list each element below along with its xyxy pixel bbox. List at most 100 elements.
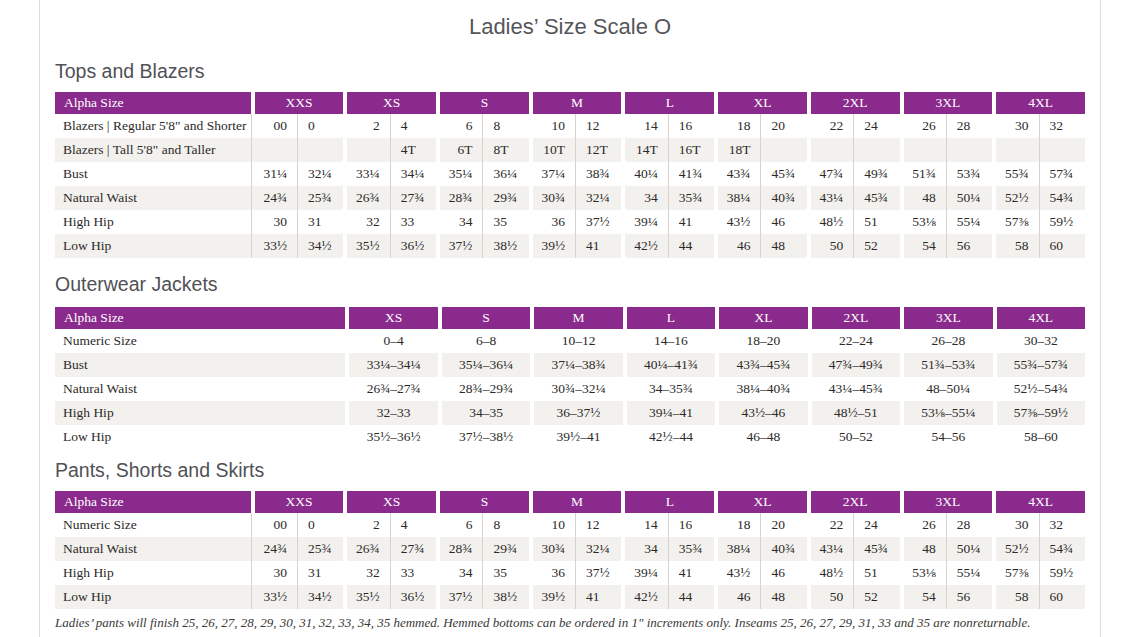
size-value-cell: 10	[529, 513, 575, 537]
size-value-cell: 26¾	[343, 186, 389, 210]
footnote: Ladies’ pants will finish 25, 26, 27, 28…	[55, 615, 1085, 631]
alpha-size-header: Alpha Size	[55, 491, 251, 513]
size-value-cell: 31¼	[251, 162, 297, 186]
size-value-cell: 58–60	[993, 425, 1085, 449]
size-value-cell: 41	[575, 234, 621, 258]
size-value-cell: 18	[714, 513, 760, 537]
table-row: Low Hip35½–36½37½–38½39½–4142½–4446–4850…	[55, 425, 1085, 449]
size-value-cell: 48–50¼	[900, 377, 992, 401]
size-value-cell: 39½	[529, 585, 575, 609]
column-header-size: S	[438, 307, 530, 329]
size-value-cell: 28¾–29¾	[438, 377, 530, 401]
row-label: Bust	[55, 353, 345, 377]
size-value-cell: 12T	[575, 138, 621, 162]
size-value-cell: 59½	[1039, 561, 1085, 585]
size-value-cell: 6T	[436, 138, 482, 162]
size-value-cell: 8T	[482, 138, 528, 162]
size-value-cell: 10	[529, 114, 575, 138]
page-title: Ladies’ Size Scale O	[55, 13, 1085, 41]
table-row: Numeric Size0002468101214161820222426283…	[55, 513, 1085, 537]
size-value-cell: 34–35¾	[623, 377, 715, 401]
size-value-cell: 40¼	[621, 162, 667, 186]
alpha-size-header: Alpha Size	[55, 307, 345, 329]
size-value-cell: 36	[529, 210, 575, 234]
size-value-cell: 38¼	[714, 537, 760, 561]
section-title: Outerwear Jackets	[55, 272, 1085, 296]
size-value-cell: 43¼–45¾	[808, 377, 900, 401]
size-value-cell: 29¾	[482, 537, 528, 561]
table-row: Bust31¼32¼33¼34¼35¼36¼37¼38¾40¼41¾43¾45¾…	[55, 162, 1085, 186]
size-value-cell: 37½	[436, 585, 482, 609]
size-value-cell	[807, 138, 853, 162]
size-value-cell: 24¾	[251, 186, 297, 210]
size-value-cell: 26	[900, 114, 946, 138]
size-value-cell: 39¼	[621, 561, 667, 585]
size-value-cell	[1039, 138, 1085, 162]
size-value-cell: 30	[992, 513, 1038, 537]
size-value-cell: 8	[482, 513, 528, 537]
size-value-cell: 39½	[529, 234, 575, 258]
size-value-cell: 60	[1039, 234, 1085, 258]
size-value-cell: 41	[668, 561, 714, 585]
size-value-cell: 60	[1039, 585, 1085, 609]
size-value-cell: 57¾	[1039, 162, 1085, 186]
size-value-cell: 0–4	[345, 329, 437, 353]
size-value-cell: 32¼	[575, 186, 621, 210]
size-value-cell: 39¼–41	[623, 401, 715, 425]
size-value-cell: 10T	[529, 138, 575, 162]
size-value-cell: 43¼	[807, 537, 853, 561]
size-value-cell: 12	[575, 513, 621, 537]
size-value-cell: 40¾	[760, 186, 806, 210]
size-value-cell: 48½–51	[808, 401, 900, 425]
column-header-size: XL	[714, 92, 807, 114]
row-label: Natural Waist	[55, 186, 251, 210]
size-value-cell: 48	[900, 537, 946, 561]
size-value-cell: 53⅛	[900, 561, 946, 585]
size-value-cell: 35¼–36¼	[438, 353, 530, 377]
size-value-cell: 37½	[575, 210, 621, 234]
row-label: Numeric Size	[55, 513, 251, 537]
column-header-size: 3XL	[900, 307, 992, 329]
table-row: High Hip3031323334353637½39¼4143½4648½51…	[55, 210, 1085, 234]
size-value-cell	[853, 138, 899, 162]
size-value-cell: 0	[297, 513, 343, 537]
size-value-cell: 57⅜	[992, 210, 1038, 234]
size-value-cell: 37¼–38¾	[530, 353, 622, 377]
size-value-cell: 30¾–32¼	[530, 377, 622, 401]
column-header-size: XL	[714, 491, 807, 513]
size-value-cell: 34	[621, 537, 667, 561]
size-value-cell: 46	[714, 234, 760, 258]
size-value-cell: 49¾	[853, 162, 899, 186]
size-value-cell: 20	[760, 513, 806, 537]
size-value-cell: 50¼	[946, 186, 992, 210]
column-header-size: S	[436, 92, 529, 114]
section-title: Pants, Shorts and Skirts	[55, 458, 1085, 482]
column-header-size: 2XL	[808, 307, 900, 329]
size-value-cell: 39½–41	[530, 425, 622, 449]
size-value-cell: 26¾–27¾	[345, 377, 437, 401]
row-label: Blazers | Regular 5'8" and Shorter	[55, 114, 251, 138]
size-value-cell: 39¼	[621, 210, 667, 234]
size-value-cell: 30	[251, 210, 297, 234]
column-header-size: L	[623, 307, 715, 329]
size-table: Alpha SizeXSSMLXL2XL3XL4XLNumeric Size0–…	[55, 307, 1085, 449]
size-value-cell: 29¾	[482, 186, 528, 210]
size-value-cell: 36¼	[482, 162, 528, 186]
row-label: Blazers | Tall 5'8" and Taller	[55, 138, 251, 162]
size-value-cell: 16	[668, 513, 714, 537]
size-value-cell: 37½	[575, 561, 621, 585]
row-label: High Hip	[55, 561, 251, 585]
size-value-cell	[900, 138, 946, 162]
row-label: Low Hip	[55, 585, 251, 609]
size-value-cell: 4	[390, 513, 436, 537]
size-value-cell: 44	[668, 234, 714, 258]
size-value-cell	[760, 138, 806, 162]
column-header-size: 2XL	[807, 491, 900, 513]
size-value-cell: 28	[946, 114, 992, 138]
size-value-cell: 57⅜	[992, 561, 1038, 585]
size-value-cell: 4T	[390, 138, 436, 162]
size-value-cell: 53¾	[946, 162, 992, 186]
size-value-cell: 52	[853, 234, 899, 258]
column-header-size: M	[529, 92, 622, 114]
size-value-cell: 55¼	[946, 561, 992, 585]
